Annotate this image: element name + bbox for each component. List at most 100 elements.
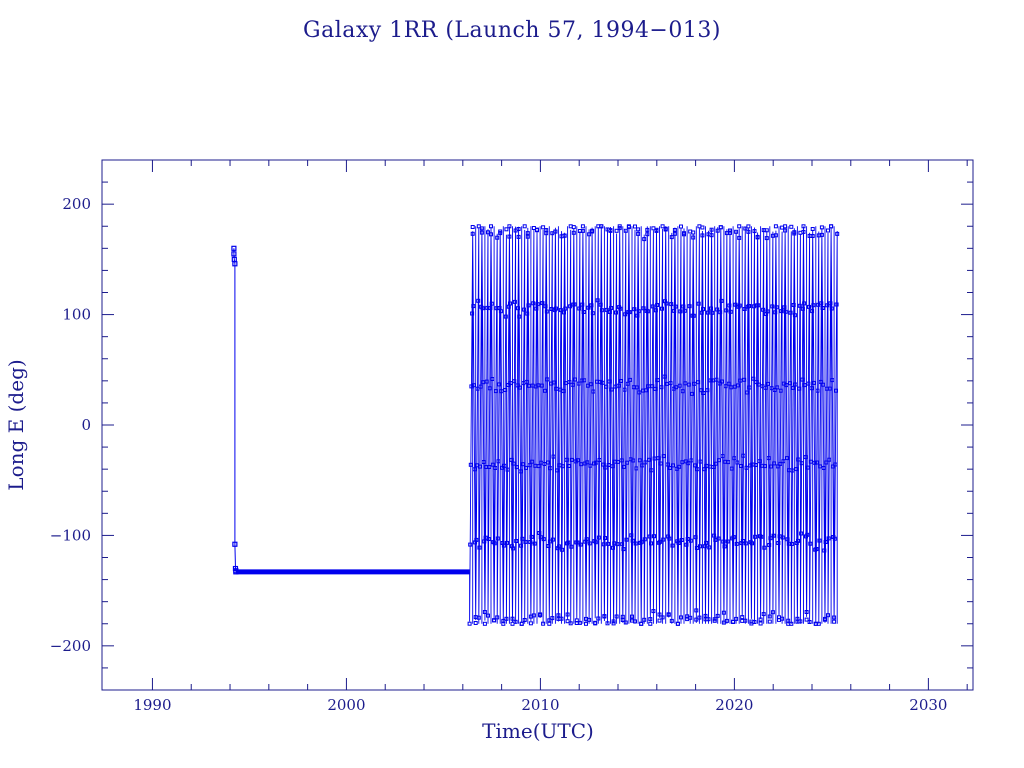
data-point bbox=[600, 380, 605, 385]
data-point bbox=[781, 459, 786, 464]
data-point bbox=[774, 305, 779, 310]
data-point bbox=[698, 544, 702, 549]
data-point bbox=[753, 534, 758, 539]
data-point bbox=[720, 454, 725, 459]
data-point bbox=[676, 541, 681, 545]
data-point bbox=[679, 615, 683, 620]
data-point bbox=[668, 381, 673, 386]
data-point bbox=[755, 235, 760, 240]
data-point bbox=[497, 382, 501, 387]
data-point bbox=[670, 543, 675, 548]
data-point bbox=[727, 303, 732, 308]
data-point bbox=[639, 621, 644, 626]
data-point bbox=[775, 464, 780, 469]
data-point bbox=[582, 378, 587, 383]
data-point bbox=[593, 540, 598, 545]
data-point bbox=[775, 385, 780, 390]
data-point bbox=[690, 391, 694, 396]
data-point bbox=[669, 302, 674, 307]
data-point bbox=[715, 613, 720, 618]
data-point bbox=[770, 304, 775, 309]
data-point bbox=[734, 616, 739, 621]
data-point bbox=[470, 225, 475, 229]
data-point bbox=[834, 388, 838, 393]
data-point bbox=[590, 229, 595, 234]
series-line-drift bbox=[469, 226, 838, 624]
data-point bbox=[509, 457, 514, 462]
axis-ticks bbox=[102, 159, 973, 691]
data-point bbox=[231, 245, 237, 251]
data-point bbox=[780, 616, 785, 621]
data-point bbox=[728, 230, 732, 235]
data-point bbox=[540, 301, 545, 306]
data-point bbox=[492, 618, 497, 623]
data-point bbox=[623, 620, 628, 625]
data-point bbox=[609, 306, 614, 310]
data-point bbox=[547, 621, 552, 626]
data-point bbox=[761, 307, 766, 312]
data-point bbox=[468, 462, 473, 467]
data-point bbox=[715, 228, 720, 233]
data-point bbox=[780, 535, 785, 540]
data-point bbox=[686, 382, 691, 387]
data-point bbox=[768, 536, 773, 541]
data-point bbox=[824, 460, 829, 465]
data-point bbox=[665, 462, 670, 467]
data-point bbox=[661, 537, 666, 542]
data-point bbox=[791, 303, 796, 307]
data-point bbox=[677, 464, 682, 469]
data-point bbox=[581, 310, 586, 314]
data-point bbox=[799, 531, 804, 536]
data-point bbox=[543, 388, 547, 393]
data-point bbox=[522, 224, 527, 229]
data-point bbox=[562, 233, 567, 238]
data-point bbox=[814, 547, 819, 551]
data-point bbox=[728, 309, 733, 314]
data-point bbox=[674, 385, 679, 390]
data-point bbox=[609, 387, 614, 392]
data-point bbox=[688, 538, 693, 543]
data-point bbox=[797, 386, 802, 391]
data-point bbox=[703, 613, 708, 618]
data-point bbox=[525, 311, 530, 316]
data-point bbox=[580, 302, 585, 307]
data-point bbox=[546, 460, 550, 465]
data-point bbox=[691, 235, 696, 240]
data-point bbox=[782, 305, 787, 310]
data-point bbox=[603, 465, 608, 470]
data-point bbox=[786, 621, 791, 626]
data-point bbox=[575, 540, 580, 545]
data-point bbox=[756, 303, 761, 308]
data-point bbox=[476, 298, 481, 303]
data-point bbox=[498, 309, 503, 314]
data-point bbox=[661, 454, 666, 459]
data-point bbox=[473, 621, 478, 625]
y-tick-label: −200 bbox=[50, 637, 91, 655]
data-point bbox=[592, 461, 596, 466]
data-point bbox=[525, 231, 530, 236]
data-point bbox=[658, 461, 663, 466]
data-point bbox=[710, 310, 715, 315]
data-point bbox=[558, 308, 563, 313]
data-point bbox=[635, 313, 640, 318]
data-point bbox=[815, 388, 820, 393]
data-point bbox=[762, 464, 767, 469]
data-point bbox=[551, 454, 556, 459]
data-point bbox=[587, 541, 592, 546]
data-point bbox=[629, 533, 634, 538]
data-point bbox=[773, 233, 778, 238]
data-point bbox=[559, 616, 564, 621]
data-point bbox=[699, 310, 704, 315]
data-point bbox=[663, 226, 668, 231]
data-point bbox=[587, 232, 592, 237]
y-tick-label: 100 bbox=[62, 306, 91, 324]
data-point bbox=[759, 534, 764, 539]
data-point bbox=[482, 610, 487, 614]
data-point bbox=[578, 542, 583, 547]
data-point bbox=[801, 229, 806, 234]
data-point bbox=[596, 535, 601, 540]
data-point bbox=[648, 621, 653, 626]
data-point bbox=[640, 463, 645, 468]
data-point bbox=[709, 233, 714, 238]
data-point bbox=[477, 545, 482, 550]
